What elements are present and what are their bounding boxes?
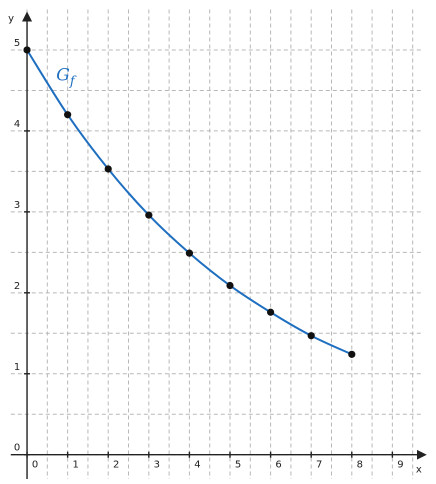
point	[104, 165, 112, 173]
point	[307, 332, 315, 340]
y-tick-label: 3	[14, 200, 20, 211]
x-tick-label: 1	[72, 460, 78, 471]
y-axis-label: y	[8, 14, 14, 25]
x-tick-label: 7	[316, 460, 322, 471]
x-tick-label: 3	[154, 460, 160, 471]
curve-label-sub: f	[69, 75, 77, 90]
x-tick-label: 0	[32, 460, 38, 471]
y-tick-label: 5	[14, 38, 20, 49]
y-tick-label: 0	[14, 443, 20, 454]
x-tick-label: 5	[235, 460, 241, 471]
x-tick-label: 4	[194, 460, 200, 471]
point	[64, 111, 72, 119]
point	[267, 308, 275, 316]
y-tick-label: 2	[14, 281, 20, 292]
y-tick-label: 4	[14, 119, 20, 130]
x-tick-label: 6	[275, 460, 281, 471]
point	[226, 281, 234, 290]
x-tick-label: 9	[397, 460, 403, 471]
point	[145, 211, 153, 219]
y-tick-label: 1	[14, 362, 20, 373]
curve-label: Gf	[56, 66, 77, 90]
point	[348, 350, 356, 358]
point	[185, 249, 194, 257]
curve-label-main: G	[56, 66, 70, 86]
x-tick-label: 8	[357, 460, 363, 471]
point	[23, 46, 31, 54]
x-tick-label: 2	[113, 460, 119, 471]
x-axis-label: x	[416, 465, 422, 476]
